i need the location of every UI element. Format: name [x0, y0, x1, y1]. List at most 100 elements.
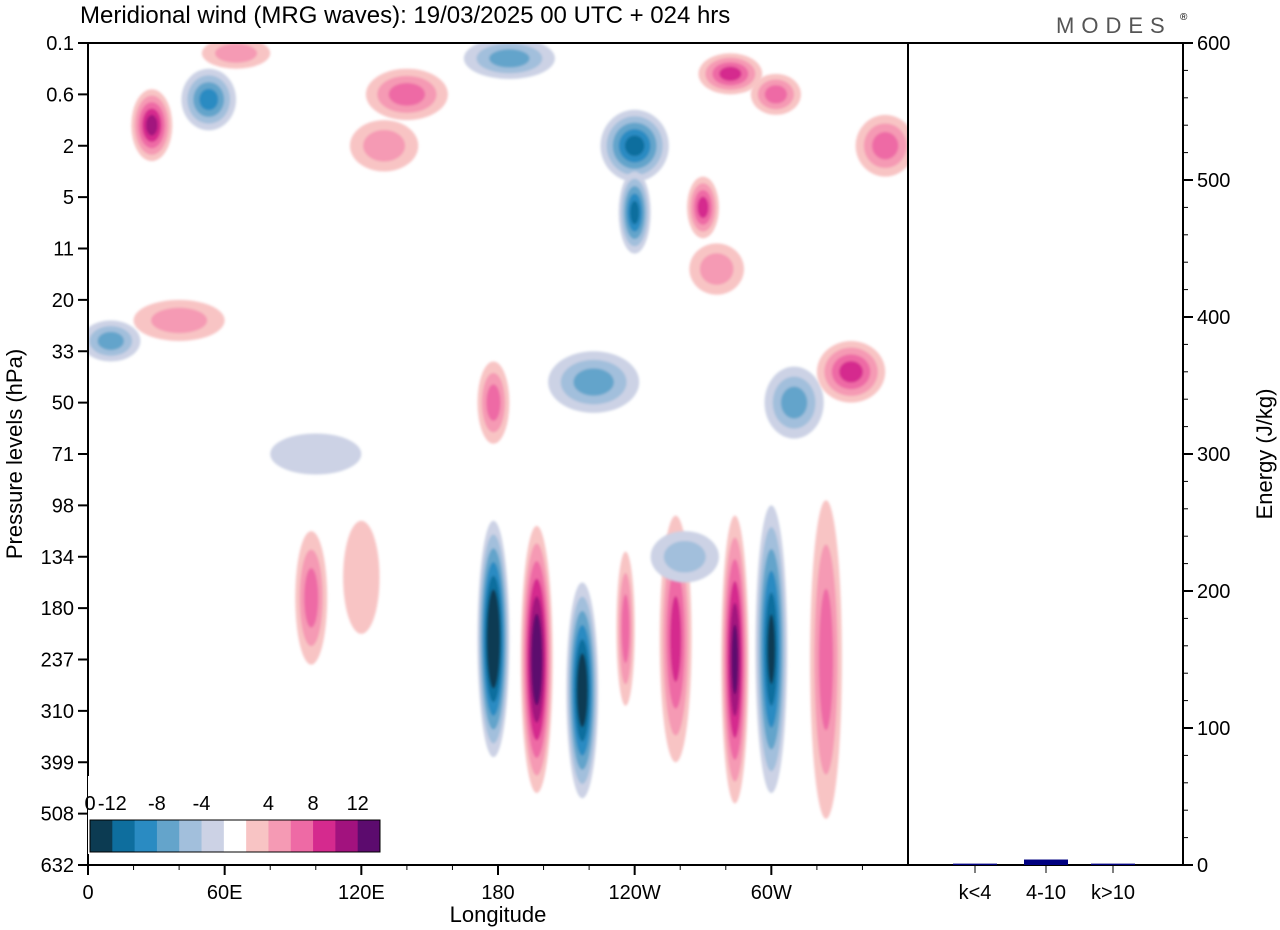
- colorbar-label: -8: [148, 793, 166, 815]
- wind-feature-24: [133, 299, 225, 341]
- chart-title: Meridional wind (MRG waves): 19/03/2025 …: [80, 2, 730, 29]
- wind-feature-30: [343, 520, 380, 634]
- contour-band: [818, 588, 834, 731]
- contour-band: [363, 129, 406, 162]
- wind-feature-29: [270, 433, 362, 475]
- contour-band: [663, 540, 706, 573]
- contour-field: [88, 43, 908, 819]
- contour-band: [215, 43, 258, 63]
- contour-band: [578, 667, 586, 714]
- y-axis: 0.1 0.6 2 5 11 20 33 50 71 98 134 180 237 310 399 508 63…: [41, 33, 88, 877]
- wind-feature-21: [477, 361, 510, 444]
- y-tick-label: 11: [53, 239, 74, 261]
- x-tick-label: 180: [481, 882, 514, 904]
- wind-feature-27: [201, 43, 271, 69]
- contour-band: [670, 596, 682, 682]
- x-axis-label: Longitude: [450, 902, 547, 927]
- contour-band: [699, 253, 734, 285]
- wind-feature-17: [687, 176, 719, 239]
- wind-feature-10: [600, 109, 669, 182]
- contour-band: [573, 368, 614, 396]
- energy-chart: 0 100 200 300 400 500 600 k<4 4-10 k>10: [953, 33, 1230, 904]
- y-tick-label: 0.1: [46, 33, 74, 55]
- contour-band: [731, 624, 739, 695]
- contour-band: [388, 82, 426, 106]
- x-tick-label: 60E: [207, 882, 243, 904]
- y-tick-label: 71: [52, 444, 74, 466]
- colorbar-label: -12: [98, 793, 127, 815]
- contour-band: [697, 196, 709, 219]
- y-tick-label: 33: [52, 341, 74, 363]
- colorbar-swatch: [268, 820, 292, 852]
- contour-band: [343, 520, 380, 634]
- colorbar-swatch: [223, 820, 247, 852]
- colorbar-swatch: [313, 820, 336, 852]
- brand-registered-mark: ®: [1180, 12, 1188, 23]
- wind-feature-28: [855, 114, 908, 177]
- energy-tick-label: 400: [1197, 307, 1230, 329]
- y-tick-label: 2: [63, 136, 74, 158]
- contour-band: [780, 386, 808, 419]
- contour-band: [630, 200, 640, 225]
- wind-feature-22: [548, 351, 640, 413]
- wind-feature-5: [721, 515, 749, 804]
- x-tick-label: 120W: [609, 882, 661, 904]
- y-axis-label: Pressure levels (hPa): [2, 349, 27, 559]
- contour-band: [97, 331, 124, 351]
- wind-feature-9: [650, 531, 719, 583]
- y-tick-label: 508: [41, 804, 74, 826]
- colorbar-label: 12: [347, 793, 369, 815]
- wind-feature-26: [463, 43, 555, 79]
- contour-band: [151, 307, 208, 334]
- colorbar: -12 -8 -4 0 4 8 12: [84, 776, 382, 854]
- wind-feature-8: [295, 531, 328, 665]
- colorbar-label: 8: [308, 793, 319, 815]
- contour-band: [767, 614, 776, 685]
- energy-category-label: k>10: [1091, 882, 1135, 904]
- colorbar-swatch: [112, 820, 136, 852]
- wind-feature-6: [755, 505, 788, 794]
- y-tick-label: 20: [52, 290, 74, 312]
- colorbar-swatch: [335, 820, 359, 852]
- energy-category-label: 4-10: [1026, 882, 1066, 904]
- wind-feature-12: [181, 68, 237, 131]
- colorbar-frame: [89, 819, 381, 853]
- colorbar-swatch: [179, 820, 203, 852]
- contour-band: [490, 616, 497, 661]
- contour-band: [624, 135, 645, 157]
- energy-bar: [1091, 863, 1135, 865]
- energy-panel-frame: [907, 42, 1184, 866]
- contour-band: [489, 49, 530, 68]
- contour-band: [199, 88, 219, 111]
- x-tick-label: 60W: [751, 882, 792, 904]
- energy-category-label: k<4: [959, 882, 992, 904]
- contour-band: [270, 433, 362, 475]
- wind-feature-19: [764, 366, 824, 439]
- colorbar-swatch: [156, 820, 180, 852]
- y-tick-label: 237: [41, 650, 74, 672]
- wind-feature-18: [689, 243, 745, 295]
- wind-feature-15: [698, 53, 763, 95]
- wind-feature-11: [618, 171, 651, 254]
- wind-feature-13: [131, 89, 173, 162]
- y-tick-label: 134: [41, 547, 74, 569]
- contour-band: [719, 66, 742, 81]
- wind-feature-3: [616, 551, 635, 706]
- colorbar-swatch: [290, 820, 314, 852]
- colorbar-swatch: [90, 820, 113, 852]
- colorbar-swatch: [201, 820, 225, 852]
- contour-band: [872, 132, 899, 160]
- energy-tick-label: 100: [1197, 718, 1230, 740]
- contour-band: [621, 594, 630, 663]
- brand-logo: MODES: [1056, 13, 1172, 38]
- energy-tick-label: 500: [1197, 170, 1230, 192]
- colorbar-swatch: [357, 820, 381, 852]
- colorbar-swatch: [246, 820, 269, 852]
- wind-feature-2: [566, 582, 599, 799]
- energy-tick-label: 600: [1197, 33, 1230, 55]
- contour-band: [304, 568, 319, 628]
- energy-axis-label: Energy (J/kg): [1252, 389, 1277, 520]
- energy-bar: [953, 863, 997, 865]
- y-tick-label: 310: [41, 701, 74, 723]
